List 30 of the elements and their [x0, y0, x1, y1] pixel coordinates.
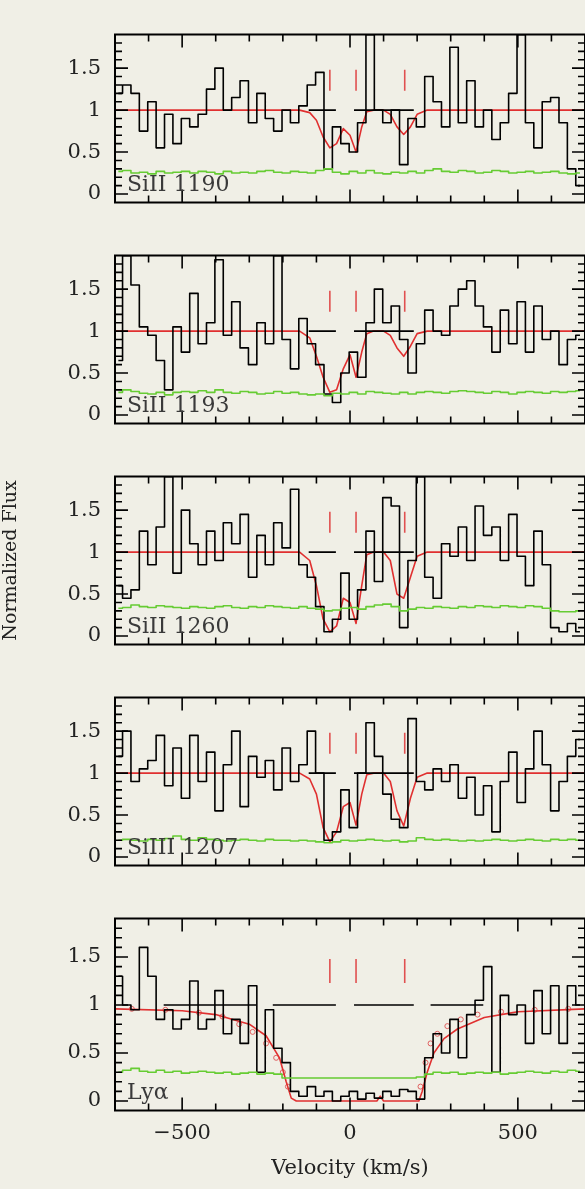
- y-tick-label: 1: [87, 991, 101, 1016]
- annotation: SiII 1260: [127, 613, 230, 639]
- y-tick-label: 1.5: [67, 943, 101, 968]
- y-tick-label: 1.5: [67, 496, 101, 521]
- y-tick-label: 0.5: [67, 1039, 101, 1064]
- y-tick-label: 0.5: [67, 801, 101, 826]
- y-tick-label: 0.5: [67, 580, 101, 605]
- y-tick-label: 0: [87, 843, 101, 868]
- x-tick-label: 500: [497, 1119, 538, 1144]
- annotation: Lyα: [127, 1079, 169, 1105]
- x-axis-title: Velocity (km/s): [270, 1154, 429, 1179]
- y-tick-label: 0.5: [67, 359, 101, 384]
- y-tick-label: 1.5: [67, 54, 101, 79]
- y-tick-label: 1: [87, 96, 101, 121]
- y-tick-label: 0: [87, 180, 101, 205]
- annotation: SiII 1190: [127, 171, 230, 197]
- y-tick-label: 0: [87, 401, 101, 426]
- y-tick-label: 0: [87, 1087, 101, 1112]
- y-tick-label: 1: [87, 759, 101, 784]
- x-tick-label: 0: [343, 1119, 357, 1144]
- y-tick-label: 1: [87, 317, 101, 342]
- x-tick-label: −500: [153, 1119, 211, 1144]
- annotation: SiII 1193: [127, 392, 230, 418]
- y-tick-label: 0.5: [67, 138, 101, 163]
- y-axis-title: Normalized Flux: [0, 480, 21, 641]
- y-tick-label: 1.5: [67, 275, 101, 300]
- annotation: SiIII 1207: [127, 834, 239, 860]
- y-tick-label: 1.5: [67, 717, 101, 742]
- y-tick-label: 1: [87, 538, 101, 563]
- y-tick-label: 0: [87, 622, 101, 647]
